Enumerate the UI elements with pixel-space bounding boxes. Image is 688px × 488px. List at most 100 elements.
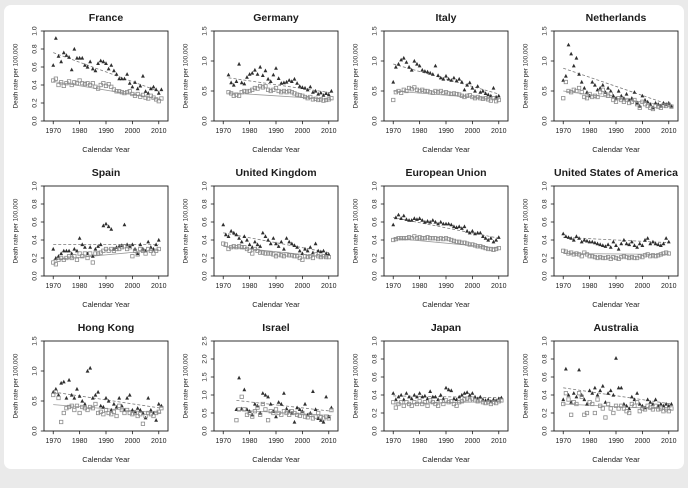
open-square-marker: [263, 84, 268, 89]
open-square-marker: [611, 410, 616, 416]
plot-box: [43, 30, 169, 122]
filled-point-marker: [637, 241, 642, 246]
open-square-marker: [470, 242, 475, 247]
chart-title: Israel: [262, 322, 290, 334]
filled-point-marker: [308, 245, 313, 249]
open-square-marker: [66, 79, 72, 84]
filled-point-marker: [616, 246, 621, 251]
open-square-marker: [242, 407, 247, 412]
filled-point-marker: [231, 82, 236, 87]
open-square-marker: [640, 406, 645, 411]
open-square-marker: [475, 244, 480, 249]
open-square-marker: [462, 397, 467, 402]
filled-point-marker: [112, 401, 116, 406]
filled-point-marker: [648, 241, 653, 246]
filled-point-marker: [651, 239, 655, 244]
open-square-marker: [324, 97, 329, 103]
open-square-marker: [496, 246, 501, 251]
open-square-marker: [441, 90, 446, 95]
filled-point-marker: [284, 236, 289, 240]
series2-points: [221, 241, 331, 262]
y-tick-label: 0.4: [32, 80, 39, 90]
open-square-marker: [305, 255, 310, 260]
filled-point-marker: [258, 244, 263, 248]
filled-point-marker: [409, 218, 414, 222]
x-tick-label: 1990: [98, 438, 114, 445]
open-square-marker: [563, 391, 568, 396]
x-tick-label: 2010: [661, 283, 677, 290]
open-square-marker: [648, 254, 653, 259]
filled-point-marker: [255, 242, 260, 247]
filled-point-marker: [616, 88, 621, 93]
filled-point-marker: [592, 385, 597, 390]
open-square-marker: [156, 409, 161, 414]
filled-point-marker: [122, 222, 127, 227]
filled-point-marker: [478, 230, 483, 235]
series2-points: [391, 85, 501, 104]
open-square-marker: [239, 245, 244, 250]
open-square-marker: [582, 94, 587, 100]
filled-point-marker: [459, 226, 464, 230]
open-square-marker: [308, 412, 313, 417]
open-square-marker: [446, 91, 451, 96]
filled-point-marker: [664, 236, 669, 240]
open-square-marker: [51, 392, 56, 398]
open-square-marker: [265, 251, 271, 256]
open-square-marker: [420, 236, 425, 241]
filled-point-marker: [221, 222, 226, 227]
x-tick-label: 1980: [582, 283, 598, 290]
open-square-marker: [80, 254, 85, 259]
filled-point-marker: [59, 251, 64, 256]
filled-point-marker: [305, 248, 310, 253]
open-square-marker: [329, 96, 334, 101]
open-square-marker: [441, 237, 446, 242]
filled-point-marker: [143, 89, 148, 93]
open-square-marker: [457, 400, 462, 405]
open-square-marker: [417, 235, 422, 240]
open-square-marker: [138, 412, 143, 417]
x-axis-label: Calendar Year: [592, 455, 640, 464]
open-square-marker: [664, 103, 669, 109]
x-tick-label: 2000: [125, 438, 141, 445]
filled-point-marker: [624, 241, 629, 246]
open-square-marker: [292, 254, 297, 259]
filled-point-marker: [614, 243, 618, 247]
open-square-marker: [595, 397, 600, 402]
series1-trend-line: [393, 395, 502, 399]
open-square-marker: [146, 410, 151, 416]
filled-point-marker: [305, 87, 310, 92]
open-square-marker: [69, 82, 74, 88]
y-tick-label: 0.8: [202, 199, 209, 209]
filled-point-marker: [266, 394, 270, 399]
open-square-marker: [143, 95, 148, 100]
filled-point-marker: [311, 90, 315, 94]
open-square-marker: [443, 236, 449, 241]
x-axis-label: Calendar Year: [82, 300, 130, 309]
filled-point-marker: [284, 79, 289, 84]
x-tick-label: 2000: [465, 283, 481, 290]
open-square-marker: [77, 410, 82, 416]
open-square-marker: [263, 251, 268, 256]
filled-point-marker: [467, 80, 472, 85]
open-square-marker: [114, 413, 119, 419]
x-axis-label: Calendar Year: [82, 455, 130, 464]
open-square-marker: [74, 81, 80, 86]
filled-point-marker: [80, 55, 85, 60]
filled-point-marker: [239, 239, 244, 244]
filled-point-marker: [658, 401, 663, 406]
open-square-marker: [653, 403, 658, 408]
panel-united-states-of-america: United States of America 1970 1980 1990 2000…: [514, 160, 684, 315]
open-square-marker: [462, 240, 467, 245]
filled-point-marker: [569, 236, 574, 240]
filled-point-marker: [313, 407, 318, 411]
open-square-marker: [159, 96, 164, 101]
x-tick-label: 2000: [635, 128, 651, 135]
filled-point-marker: [234, 232, 239, 237]
chart-title: Netherlands: [586, 12, 647, 24]
filled-point-marker: [425, 69, 430, 74]
filled-point-marker: [242, 234, 247, 238]
open-square-marker: [279, 90, 284, 95]
filled-point-marker: [90, 254, 95, 258]
y-axis-label: Death rate per 100,000: [353, 43, 360, 108]
open-square-marker: [117, 89, 122, 94]
